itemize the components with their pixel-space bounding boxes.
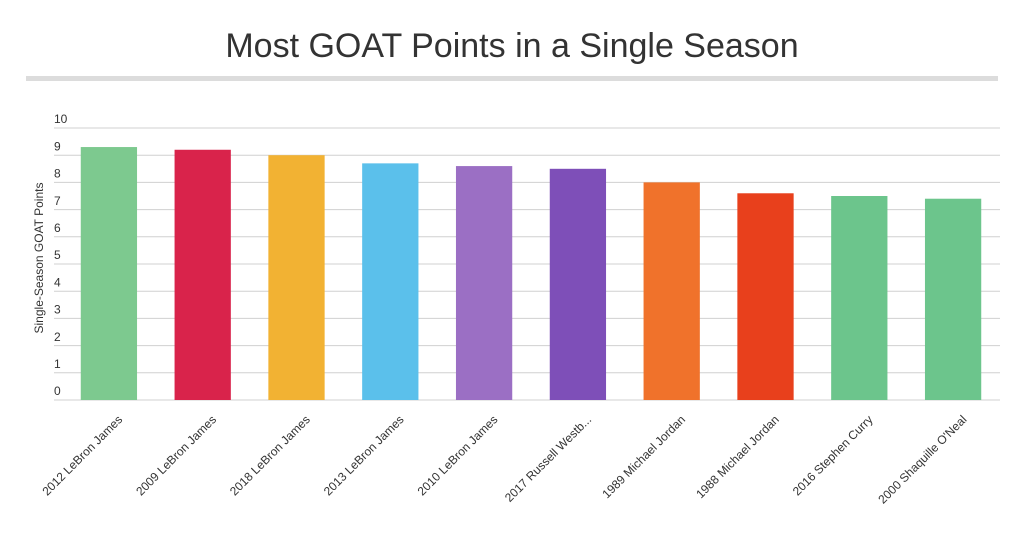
- x-tick-label: 2009 LeBron James: [133, 412, 219, 498]
- y-tick-label: 2: [54, 330, 61, 344]
- bar: [455, 166, 513, 400]
- bar: [80, 147, 138, 400]
- y-axis-label: Single-Season GOAT Points: [32, 183, 46, 334]
- y-tick-label: 5: [54, 248, 61, 262]
- x-tick-label: 1988 Michael Jordan: [693, 412, 782, 501]
- chart-title: Most GOAT Points in a Single Season: [225, 27, 798, 65]
- bar: [268, 155, 325, 400]
- y-tick-label: 6: [54, 221, 61, 235]
- y-tick-label: 10: [54, 112, 68, 126]
- y-tick-label: 4: [54, 275, 61, 289]
- x-tick-label: 2000 Shaquille O'Neal: [875, 412, 969, 506]
- bar: [737, 193, 794, 400]
- title-rule: [26, 76, 998, 81]
- x-tick-label: 2016 Stephen Curry: [790, 412, 876, 498]
- y-tick-label: 3: [54, 303, 61, 317]
- y-tick-label: 7: [54, 194, 61, 208]
- bar: [174, 149, 231, 400]
- x-tick-label: 2013 LeBron James: [321, 412, 407, 498]
- y-tick-label: 0: [54, 384, 61, 398]
- x-tick-label: 2017 Russell Westb...: [502, 412, 594, 504]
- bar: [924, 198, 982, 400]
- y-tick-label: 8: [54, 167, 61, 181]
- y-tick-label: 9: [54, 139, 61, 153]
- x-tick-label: 2012 LeBron James: [39, 412, 125, 498]
- x-tick-label: 1989 Michael Jordan: [599, 412, 688, 501]
- bar: [831, 196, 888, 400]
- y-tick-label: 1: [54, 357, 61, 371]
- bar: [643, 182, 700, 400]
- bar: [362, 163, 419, 400]
- bar: [549, 168, 607, 400]
- x-tick-label: 2018 LeBron James: [227, 412, 313, 498]
- x-tick-label: 2010 LeBron James: [415, 412, 501, 498]
